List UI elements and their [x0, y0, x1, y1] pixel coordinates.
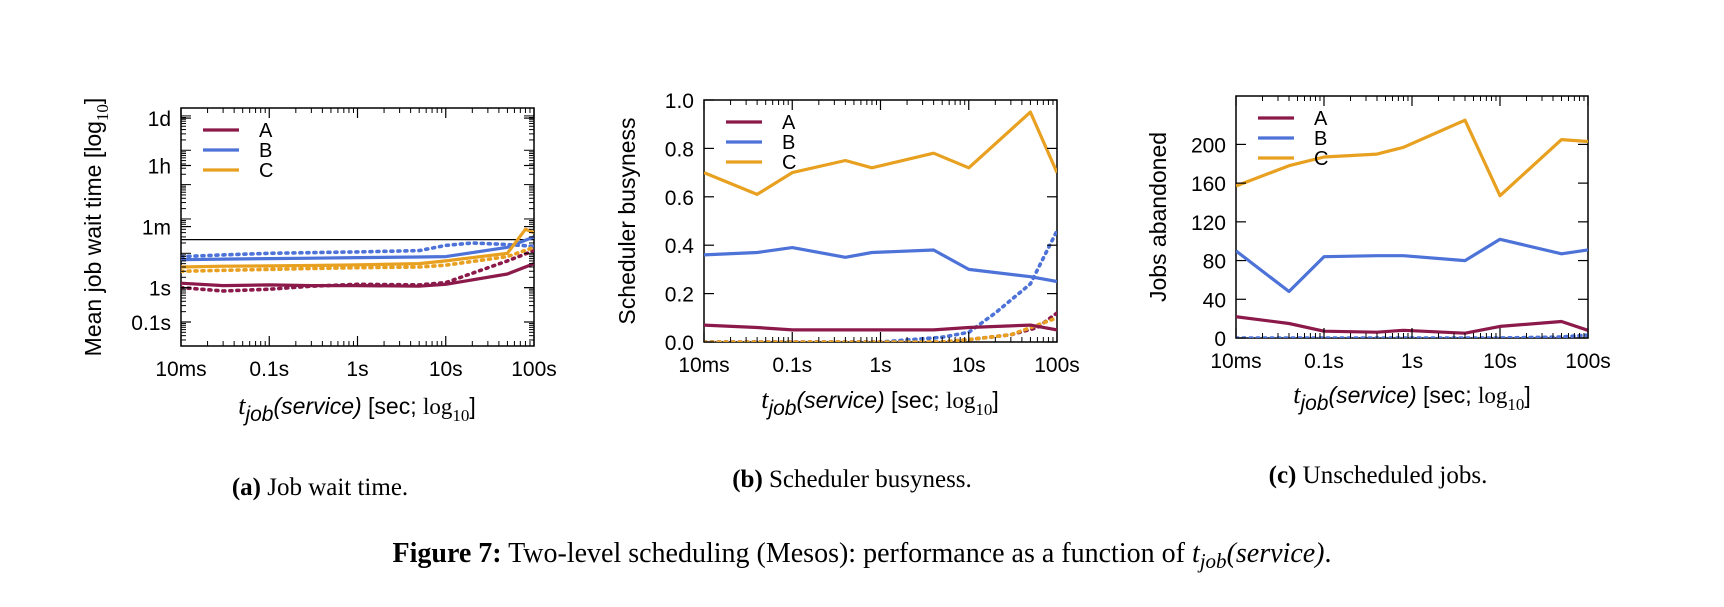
panel-a-xlabel: tjob(service) [sec; log10] — [238, 391, 476, 426]
panel-c: 10ms 0.1s 1s 10s 100s 0 40 80 120 160 200 ABC Jobs… — [1145, 95, 1611, 489]
series-A-solid-line — [1236, 315, 1588, 335]
x-tick-label: 1s — [346, 358, 368, 381]
legend-label-B: B — [259, 140, 272, 162]
panel-a: 10ms 0.1s 1s 10s 100s 0.1s 1s 1m 1h 1d ABC Mean j… — [80, 98, 557, 501]
x-tick-label: 0.1s — [249, 358, 289, 381]
series-C-solid-line — [1236, 118, 1588, 198]
x-tick-label: 10s — [952, 354, 986, 377]
panel-c-ylabel: Jobs abandoned — [1145, 132, 1171, 302]
y-tick-label: 200 — [1191, 134, 1226, 157]
panel-b-xlabel: tjob(service) [sec; log10] — [761, 385, 999, 420]
series-B-solid-line — [181, 235, 534, 262]
x-tick-label: 100s — [511, 358, 557, 381]
y-tick-label: 0 — [1214, 328, 1226, 351]
legend-label-C: C — [259, 160, 273, 182]
y-tick-label: 40 — [1203, 289, 1226, 312]
x-tick-label: 10s — [1483, 350, 1517, 373]
x-tick-label: 100s — [1034, 354, 1080, 377]
x-tick-label: 1s — [869, 354, 891, 377]
x-tick-label: 1s — [1401, 350, 1423, 373]
x-tick-label: 100s — [1565, 350, 1611, 373]
y-tick-label: 1d — [148, 108, 171, 131]
panel-c-plot-frame — [1235, 95, 1589, 339]
y-tick-label: 0.8 — [665, 138, 694, 161]
x-tick-label: 10ms — [155, 358, 206, 381]
y-tick-label: 0.4 — [665, 235, 695, 258]
series-A-solid-line — [704, 323, 1057, 332]
y-tick-label: 0.6 — [665, 187, 694, 210]
panel-b-caption: (b) Scheduler busyness. — [732, 466, 972, 493]
x-tick-label: 10ms — [1210, 350, 1261, 373]
panel-a-plot-frame — [180, 107, 535, 347]
panel-a-ylabel: Mean job wait time [log10] — [80, 98, 112, 357]
y-tick-label: 1h — [148, 156, 171, 179]
y-tick-label: 80 — [1203, 251, 1226, 274]
y-tick-label: 1m — [142, 217, 171, 240]
series-A-solid-line — [181, 262, 534, 288]
series-C-solid-line — [181, 227, 534, 269]
x-tick-label: 10ms — [678, 354, 729, 377]
legend-label-B: B — [1314, 128, 1327, 150]
y-tick-label: 1.0 — [665, 90, 694, 113]
y-tick-label: 120 — [1191, 212, 1226, 235]
y-tick-label: 160 — [1191, 173, 1226, 196]
series-C-dotted-line — [181, 245, 534, 274]
figure-caption: Figure 7: Two-level scheduling (Mesos): … — [392, 538, 1331, 573]
series-B-dotted-line — [1236, 333, 1588, 338]
legend-label-C: C — [782, 152, 796, 174]
panel-c-xlabel: tjob(service) [sec; log10] — [1293, 380, 1531, 415]
series-B-solid-line — [704, 246, 1057, 284]
y-tick-label: 0.0 — [665, 332, 694, 355]
x-tick-label: 0.1s — [1304, 350, 1344, 373]
legend-label-B: B — [782, 132, 795, 154]
x-tick-label: 10s — [429, 358, 463, 381]
y-tick-label: 0.1s — [131, 312, 171, 335]
legend-label-A: A — [1314, 108, 1328, 130]
legend-label-A: A — [259, 120, 273, 142]
series-B-dotted-line — [704, 228, 1057, 342]
legend-label-C: C — [1314, 148, 1328, 170]
panel-b-ylabel: Scheduler busyness — [614, 117, 640, 324]
x-tick-label: 0.1s — [772, 354, 812, 377]
y-tick-label: 1s — [149, 278, 171, 301]
panel-c-caption: (c) Unscheduled jobs. — [1269, 462, 1488, 489]
panel-a-caption: (a) Job wait time. — [232, 474, 408, 501]
series-B-solid-line — [1236, 237, 1588, 294]
y-tick-label: 0.2 — [665, 284, 694, 307]
series-B-dotted-line — [181, 241, 534, 259]
series-C-solid-line — [704, 110, 1057, 196]
legend-label-A: A — [782, 112, 796, 134]
